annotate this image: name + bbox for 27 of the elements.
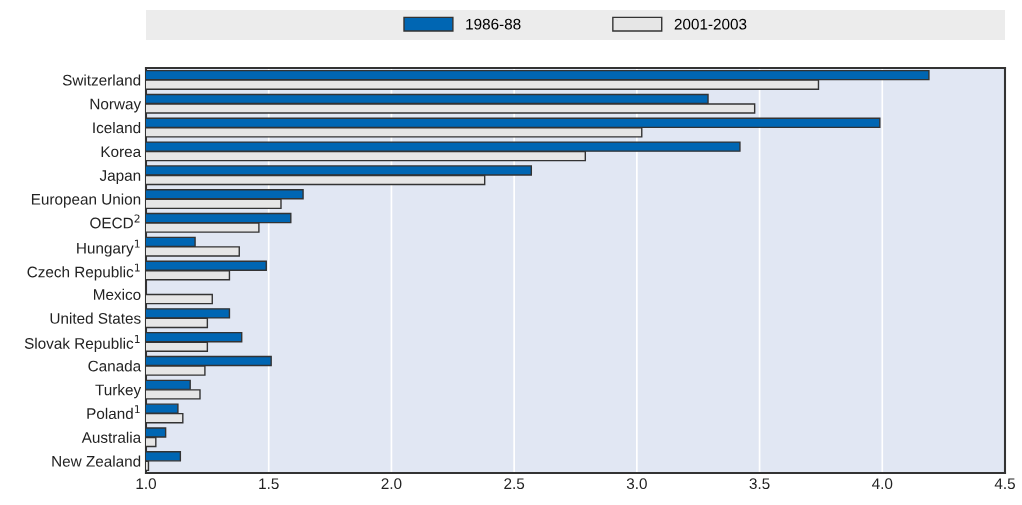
y-tick-label: Turkey [95,384,142,399]
y-tick-label: European Union [31,193,141,208]
y-tick-label: Korea [101,146,142,158]
x-tick-label: 4.5 [994,478,1015,490]
y-tick-label: New Zealand [52,455,141,467]
x-tick-label: 3.0 [626,478,647,490]
y-tick-label: Norway [90,98,142,113]
legend-label: 1986-88 [466,18,521,30]
x-tick-label: 1.5 [259,478,279,490]
x-tick-label: 1.0 [136,478,157,490]
y-tick-label: Australia [81,431,142,443]
x-tick-label: 2.5 [504,478,525,490]
y-tick-label: Japan [99,170,141,184]
x-tick-label: 3.5 [749,478,770,490]
y-tick-label: United States [50,312,141,324]
y-tick-label: Mexico [94,288,141,301]
y-tick-label: Switzerland [62,74,141,86]
x-tick-label: 4.0 [872,478,893,490]
y-tick-label: Czech Republic$^{1}$ [27,263,140,281]
y-tick-label: OECD$^{2}$ [90,214,140,229]
y-tick-label: Iceland [93,122,141,134]
y-tick-label: Canada [88,360,142,372]
legend-label: 2001-2003 [674,18,747,30]
y-tick-label: Hungary$^{1}$ [77,239,140,257]
x-tick-label: 2.0 [381,478,402,490]
y-tick-label: Poland$^{1}$ [87,405,140,420]
y-tick-label: Slovak Republic$^{1}$ [24,335,140,352]
